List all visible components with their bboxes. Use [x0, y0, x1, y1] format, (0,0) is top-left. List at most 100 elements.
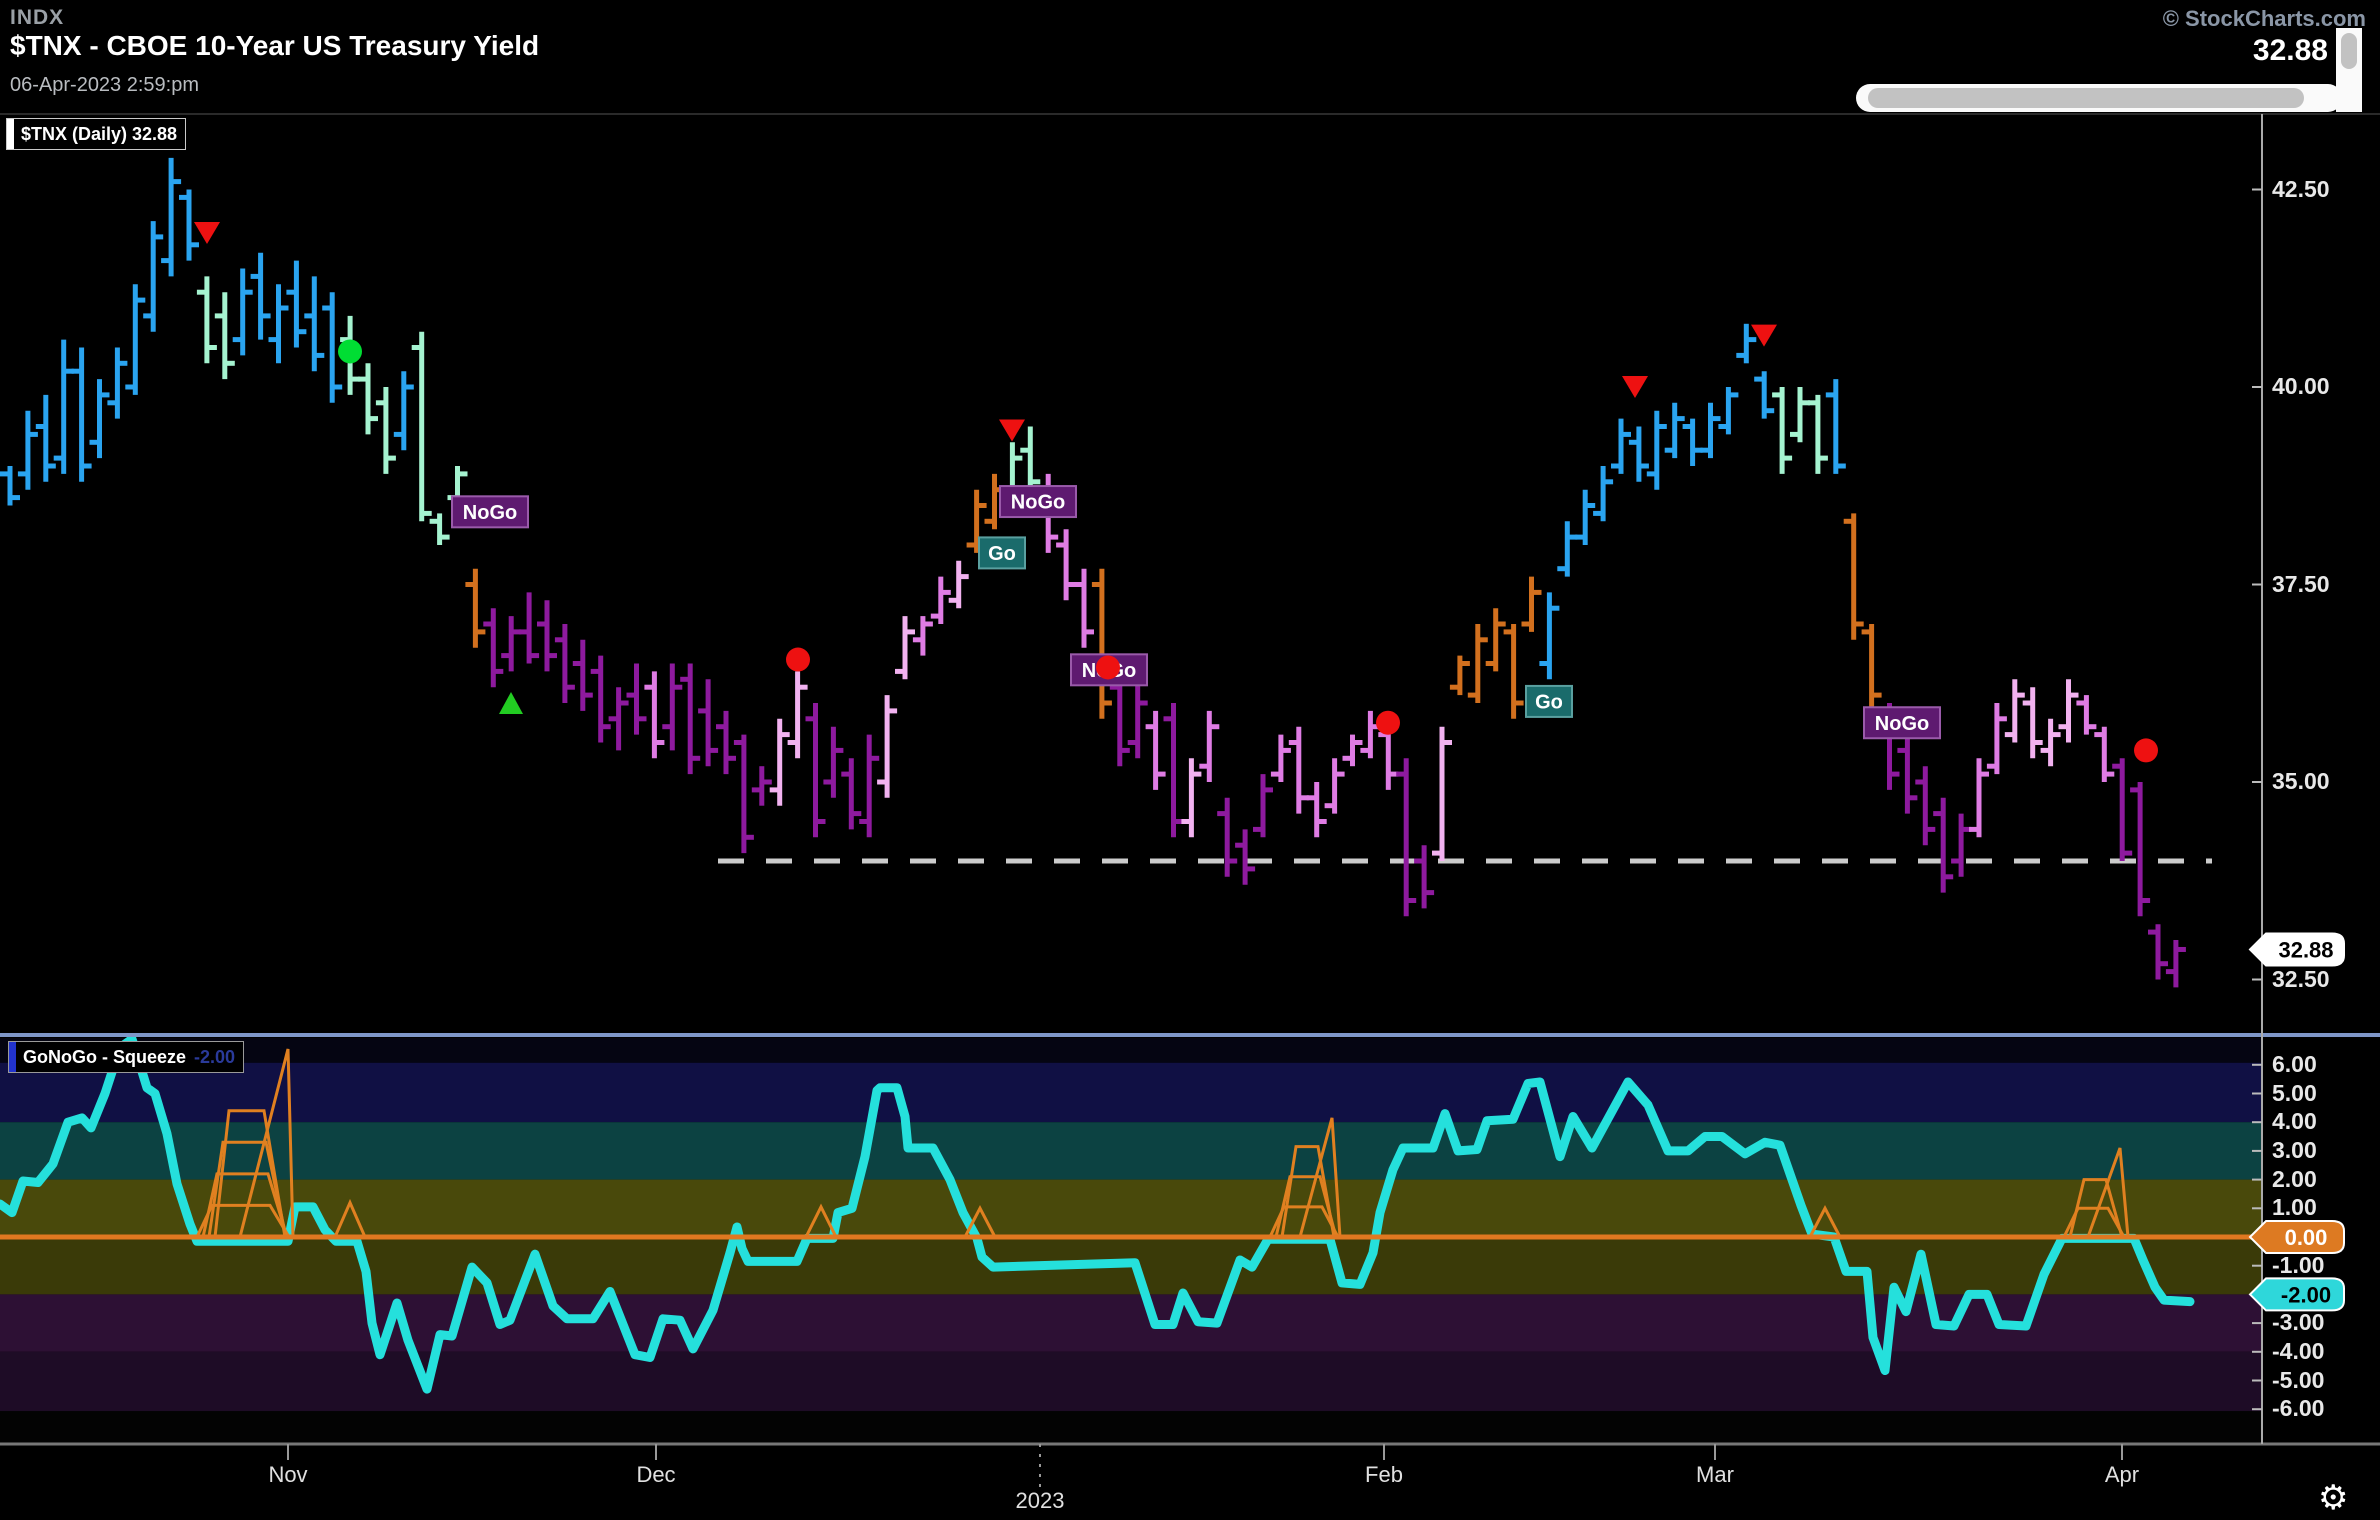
ohlc-bar [2004, 679, 2025, 743]
squeeze-fan [201, 1172, 289, 1238]
ohlc-bar [537, 600, 557, 672]
ohlc-bar [1682, 418, 1703, 466]
squeeze-band [0, 1062, 2262, 1123]
ohlc-bar [733, 734, 754, 854]
go-badge: Go [1525, 684, 1573, 718]
price-axis-label: 37.50 [2272, 570, 2330, 597]
ohlc-bar [787, 671, 808, 759]
ohlc-bar [17, 410, 38, 490]
badge-label: NoGo [1011, 492, 1065, 514]
badge-value: 32.88 [2278, 937, 2333, 962]
squeeze-band [0, 1294, 2262, 1352]
ohlc-bar [2165, 940, 2186, 988]
red-triangle-down-marker [1622, 376, 1648, 398]
ohlc-bar [680, 663, 701, 775]
red-triangle-down-marker [1751, 324, 1777, 347]
ohlc-bar [429, 513, 450, 545]
ohlc-bar [214, 292, 235, 380]
ohlc-bar [716, 710, 736, 775]
squeeze-fan [804, 1203, 838, 1238]
horizontal-scrollbar[interactable] [1856, 84, 2342, 112]
ohlc-bar [608, 687, 629, 751]
nogo-badge: NoGo [451, 495, 529, 529]
price-axis-label: 40.00 [2272, 373, 2330, 399]
badge-label: NoGo [1875, 713, 1929, 735]
ohlc-bar [2130, 782, 2151, 917]
ohlc-bar [107, 347, 128, 419]
red-dot-marker [786, 647, 810, 672]
ohlc-bar [1091, 568, 1112, 719]
nogo-badge: NoGo [999, 485, 1077, 519]
settings-gear-icon[interactable]: ⚙ [2318, 1479, 2349, 1517]
ohlc-bar [465, 568, 486, 648]
ohlc-bar [1825, 379, 1846, 474]
ohlc-bar [1933, 797, 1954, 893]
price-current-badge: 32.88 [2248, 932, 2345, 967]
vertical-scrollbar[interactable] [2336, 28, 2362, 112]
squeeze-fan [238, 1048, 295, 1238]
nogo-badge: NoGo [1070, 653, 1148, 687]
green-triangle-up-marker [499, 692, 523, 714]
squeeze-fan [1280, 1145, 1336, 1238]
ohlc-bar [1449, 655, 1470, 696]
ohlc-bar [1270, 734, 1291, 782]
ohlc-bar [805, 703, 826, 838]
badge-shape [2248, 1220, 2345, 1254]
ohlc-bar [1503, 624, 1524, 719]
ohlc-bar [1986, 703, 2007, 775]
squeeze-fan [333, 1198, 367, 1238]
badge-label: Go [988, 543, 1016, 565]
badge-shape [2248, 932, 2345, 967]
ohlc-bar [1396, 758, 1417, 917]
price-legend[interactable]: $TNX (Daily) 32.88 [6, 118, 187, 150]
red-dot-marker [1096, 655, 1120, 680]
ohlc-bar [1772, 387, 1793, 474]
squeeze-band [0, 1179, 2262, 1237]
ohlc-bar [948, 560, 969, 609]
ohlc-bar [71, 347, 92, 482]
horizontal-scrollbar-thumb[interactable] [1868, 88, 2304, 108]
x-axis-month-label: Nov [268, 1462, 308, 1487]
red-dot-marker [1376, 710, 1400, 735]
squeeze-fan [2068, 1178, 2124, 1238]
ohlc-bar [966, 489, 987, 553]
ohlc-bar [2040, 718, 2061, 767]
squeeze-legend-value: -2.00 [194, 1046, 236, 1067]
ohlc-bar [1467, 624, 1488, 703]
badge-value: 0.00 [2285, 1225, 2328, 1250]
red-triangle-down-marker [194, 221, 220, 244]
squeeze-legend[interactable]: GoNoGo - Squeeze -2.00 [8, 1041, 245, 1073]
ohlc-bar [393, 371, 414, 451]
squeeze-axis-label: -4.00 [2272, 1337, 2325, 1364]
squeeze-axis-label: 6.00 [2272, 1050, 2317, 1077]
ohlc-bar [1718, 387, 1739, 435]
red-dot-marker [2134, 738, 2158, 763]
vertical-scrollbar-thumb[interactable] [2341, 33, 2357, 69]
x-axis-month-label: Mar [1696, 1462, 1734, 1487]
ohlc-bar [53, 339, 74, 474]
badge-box [1070, 653, 1148, 687]
squeeze-fan [2062, 1206, 2126, 1238]
badge-box [999, 485, 1077, 519]
ohlc-bar [232, 268, 253, 356]
squeeze-axis-label: -3.00 [2272, 1309, 2325, 1336]
badge-label: NoGo [463, 502, 517, 524]
ohlc-bar [143, 221, 164, 332]
ohlc-bar [662, 663, 683, 751]
ohlc-bar [1628, 426, 1649, 482]
ohlc-bar [823, 726, 844, 798]
ohlc-bar [35, 394, 56, 482]
ohlc-bar [358, 363, 378, 435]
ohlc-bar [286, 260, 307, 348]
ohlc-bar [1593, 466, 1614, 522]
ohlc-bar [1485, 608, 1506, 672]
ohlc-bar [125, 284, 146, 395]
ohlc-bar [1557, 521, 1578, 577]
ohlc-bar [1611, 418, 1631, 474]
squeeze-axis-label: 2.00 [2272, 1165, 2317, 1192]
price-axis-label: 42.50 [2272, 175, 2330, 202]
ohlc-bar [483, 608, 504, 688]
ohlc-bar [1754, 371, 1775, 419]
